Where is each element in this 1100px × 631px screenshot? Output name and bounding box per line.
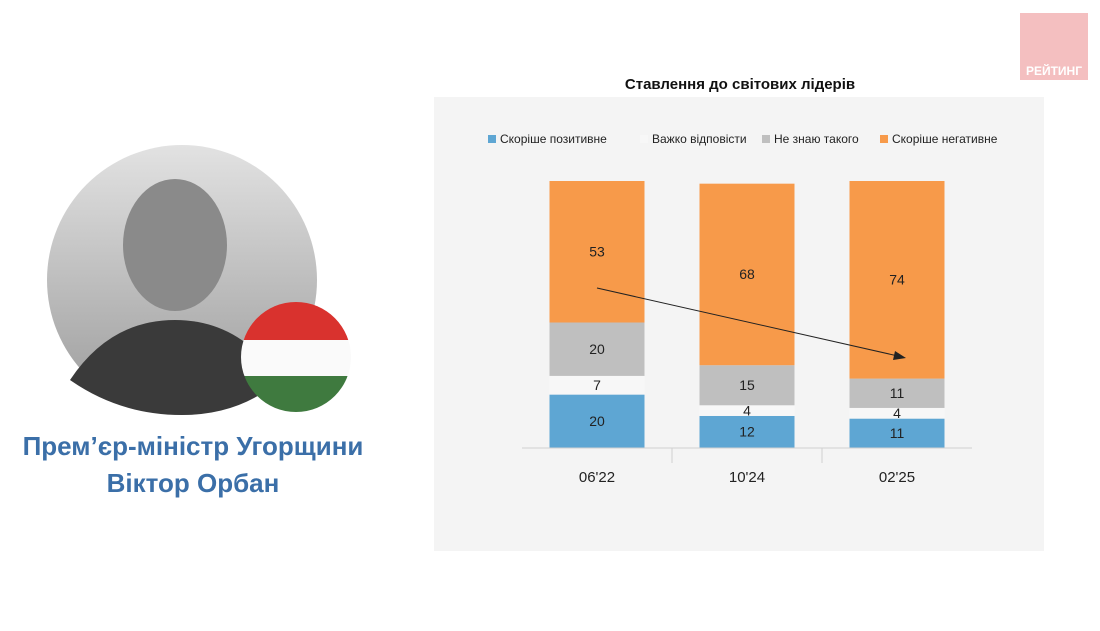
x-tick-label: 02'25 xyxy=(879,469,915,486)
bar-segment xyxy=(549,394,645,448)
data-label: 4 xyxy=(743,402,751,418)
portrait-head xyxy=(123,179,227,311)
legend-label: Не знаю такого xyxy=(774,132,859,146)
logo-box xyxy=(1020,13,1088,80)
bar-segment xyxy=(699,415,795,448)
data-label: 53 xyxy=(589,243,605,259)
data-label: 7 xyxy=(593,377,601,393)
caption-line: Прем’єр-міністр Угорщини xyxy=(23,431,364,461)
bar-segment xyxy=(849,407,945,419)
bar-segment xyxy=(849,181,945,379)
legend-label: Важко відповісти xyxy=(652,132,747,146)
chart: Скоріше позитивне Важко відповісти Не знаю… xyxy=(488,132,998,486)
x-tick-label: 06'22 xyxy=(579,469,615,486)
data-label: 12 xyxy=(739,424,755,440)
data-label: 74 xyxy=(889,271,905,287)
legend-swatch xyxy=(488,135,496,143)
data-label: 15 xyxy=(739,377,755,393)
trend-arrow xyxy=(596,287,906,360)
bar-segment xyxy=(699,365,795,406)
x-tick-label: 10'24 xyxy=(729,469,765,486)
bar-segment xyxy=(549,181,645,323)
bar-segment xyxy=(849,378,945,408)
chart-title: Ставлення до світових лідерів xyxy=(625,76,855,93)
legend-swatch xyxy=(640,135,648,143)
legend-label: Скоріше негативне xyxy=(892,132,998,146)
legend-swatch xyxy=(762,135,770,143)
data-label: 11 xyxy=(890,425,905,441)
legend-swatch xyxy=(880,135,888,143)
bar-segment xyxy=(849,418,945,448)
legend-label: Скоріше позитивне xyxy=(500,132,607,146)
data-label: 4 xyxy=(893,405,901,421)
data-label: 11 xyxy=(890,385,905,401)
bar-segment xyxy=(699,405,795,416)
data-label: 68 xyxy=(739,266,755,282)
caption-line: Віктор Орбан xyxy=(107,468,280,498)
bar-segment xyxy=(699,183,795,366)
bar-segment xyxy=(549,375,645,395)
data-label: 20 xyxy=(589,413,605,429)
logo-text: РЕЙТИНГ xyxy=(1026,63,1082,78)
bar-segment xyxy=(549,322,645,376)
portrait-body xyxy=(70,320,280,415)
data-label: 20 xyxy=(589,341,605,357)
